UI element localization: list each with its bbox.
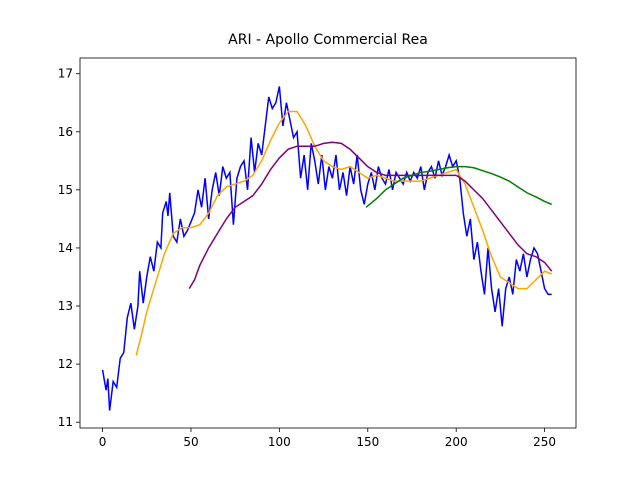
x-tick-label: 50 bbox=[183, 435, 198, 449]
y-tick-label: 14 bbox=[58, 241, 73, 255]
y-tick-label: 13 bbox=[58, 299, 73, 313]
plot-area bbox=[101, 86, 553, 411]
axes-frame bbox=[79, 57, 577, 429]
y-tick-label: 15 bbox=[58, 183, 73, 197]
x-tick-label: 0 bbox=[99, 435, 107, 449]
x-tick-label: 150 bbox=[356, 435, 379, 449]
price-line bbox=[188, 141, 553, 289]
y-tick-label: 16 bbox=[58, 125, 73, 139]
chart-title: ARI - Apollo Commercial Rea bbox=[228, 32, 428, 48]
price-line bbox=[365, 165, 552, 208]
y-tick-label: 11 bbox=[58, 415, 73, 429]
price-line bbox=[101, 86, 552, 411]
x-tick-label: 100 bbox=[268, 435, 291, 449]
x-tick-label: 200 bbox=[445, 435, 468, 449]
y-tick-label: 17 bbox=[58, 67, 73, 81]
x-tick-label: 250 bbox=[533, 435, 556, 449]
price-line bbox=[135, 110, 552, 356]
y-tick-label: 12 bbox=[58, 357, 73, 371]
